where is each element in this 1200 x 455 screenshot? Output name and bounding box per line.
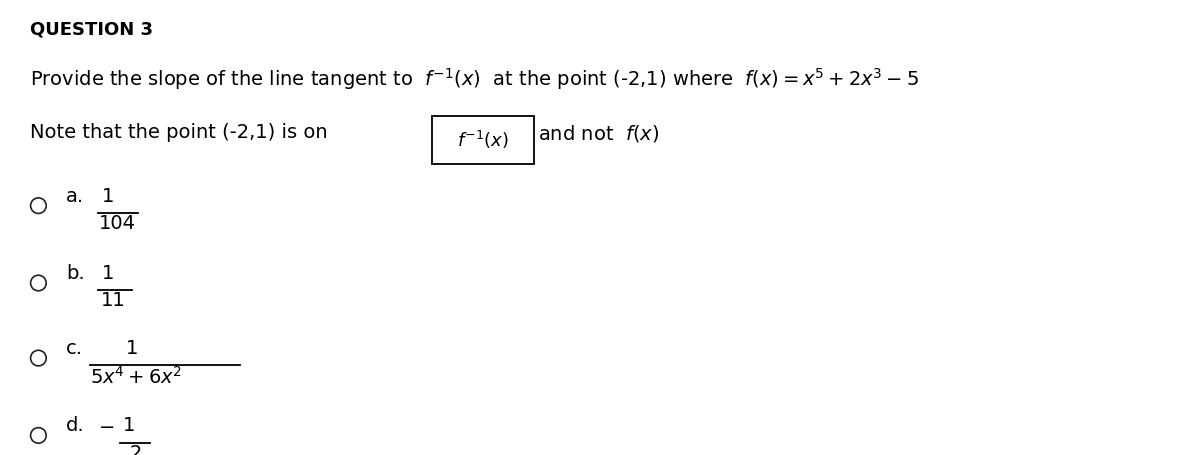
Text: and not  $f(x)$: and not $f(x)$	[538, 123, 659, 144]
Text: $-$: $-$	[98, 416, 115, 435]
Text: 104: 104	[98, 214, 136, 233]
Text: 1: 1	[126, 339, 138, 358]
Text: d.: d.	[66, 416, 85, 435]
Text: a.: a.	[66, 187, 84, 206]
Text: QUESTION 3: QUESTION 3	[30, 20, 154, 39]
Text: 1: 1	[102, 187, 114, 206]
Text: Note that the point (-2,1) is on: Note that the point (-2,1) is on	[30, 123, 328, 142]
Text: 1: 1	[102, 264, 114, 283]
Text: Provide the slope of the line tangent to  $f^{-1}(x)$  at the point (-2,1) where: Provide the slope of the line tangent to…	[30, 66, 919, 92]
Text: $f^{-1}(x)$: $f^{-1}(x)$	[457, 129, 509, 151]
Text: $5x^4+6x^2$: $5x^4+6x^2$	[90, 366, 182, 388]
Text: 1: 1	[122, 416, 134, 435]
Text: 2: 2	[130, 444, 142, 455]
Text: b.: b.	[66, 264, 85, 283]
Text: 11: 11	[101, 291, 126, 310]
Text: c.: c.	[66, 339, 83, 358]
